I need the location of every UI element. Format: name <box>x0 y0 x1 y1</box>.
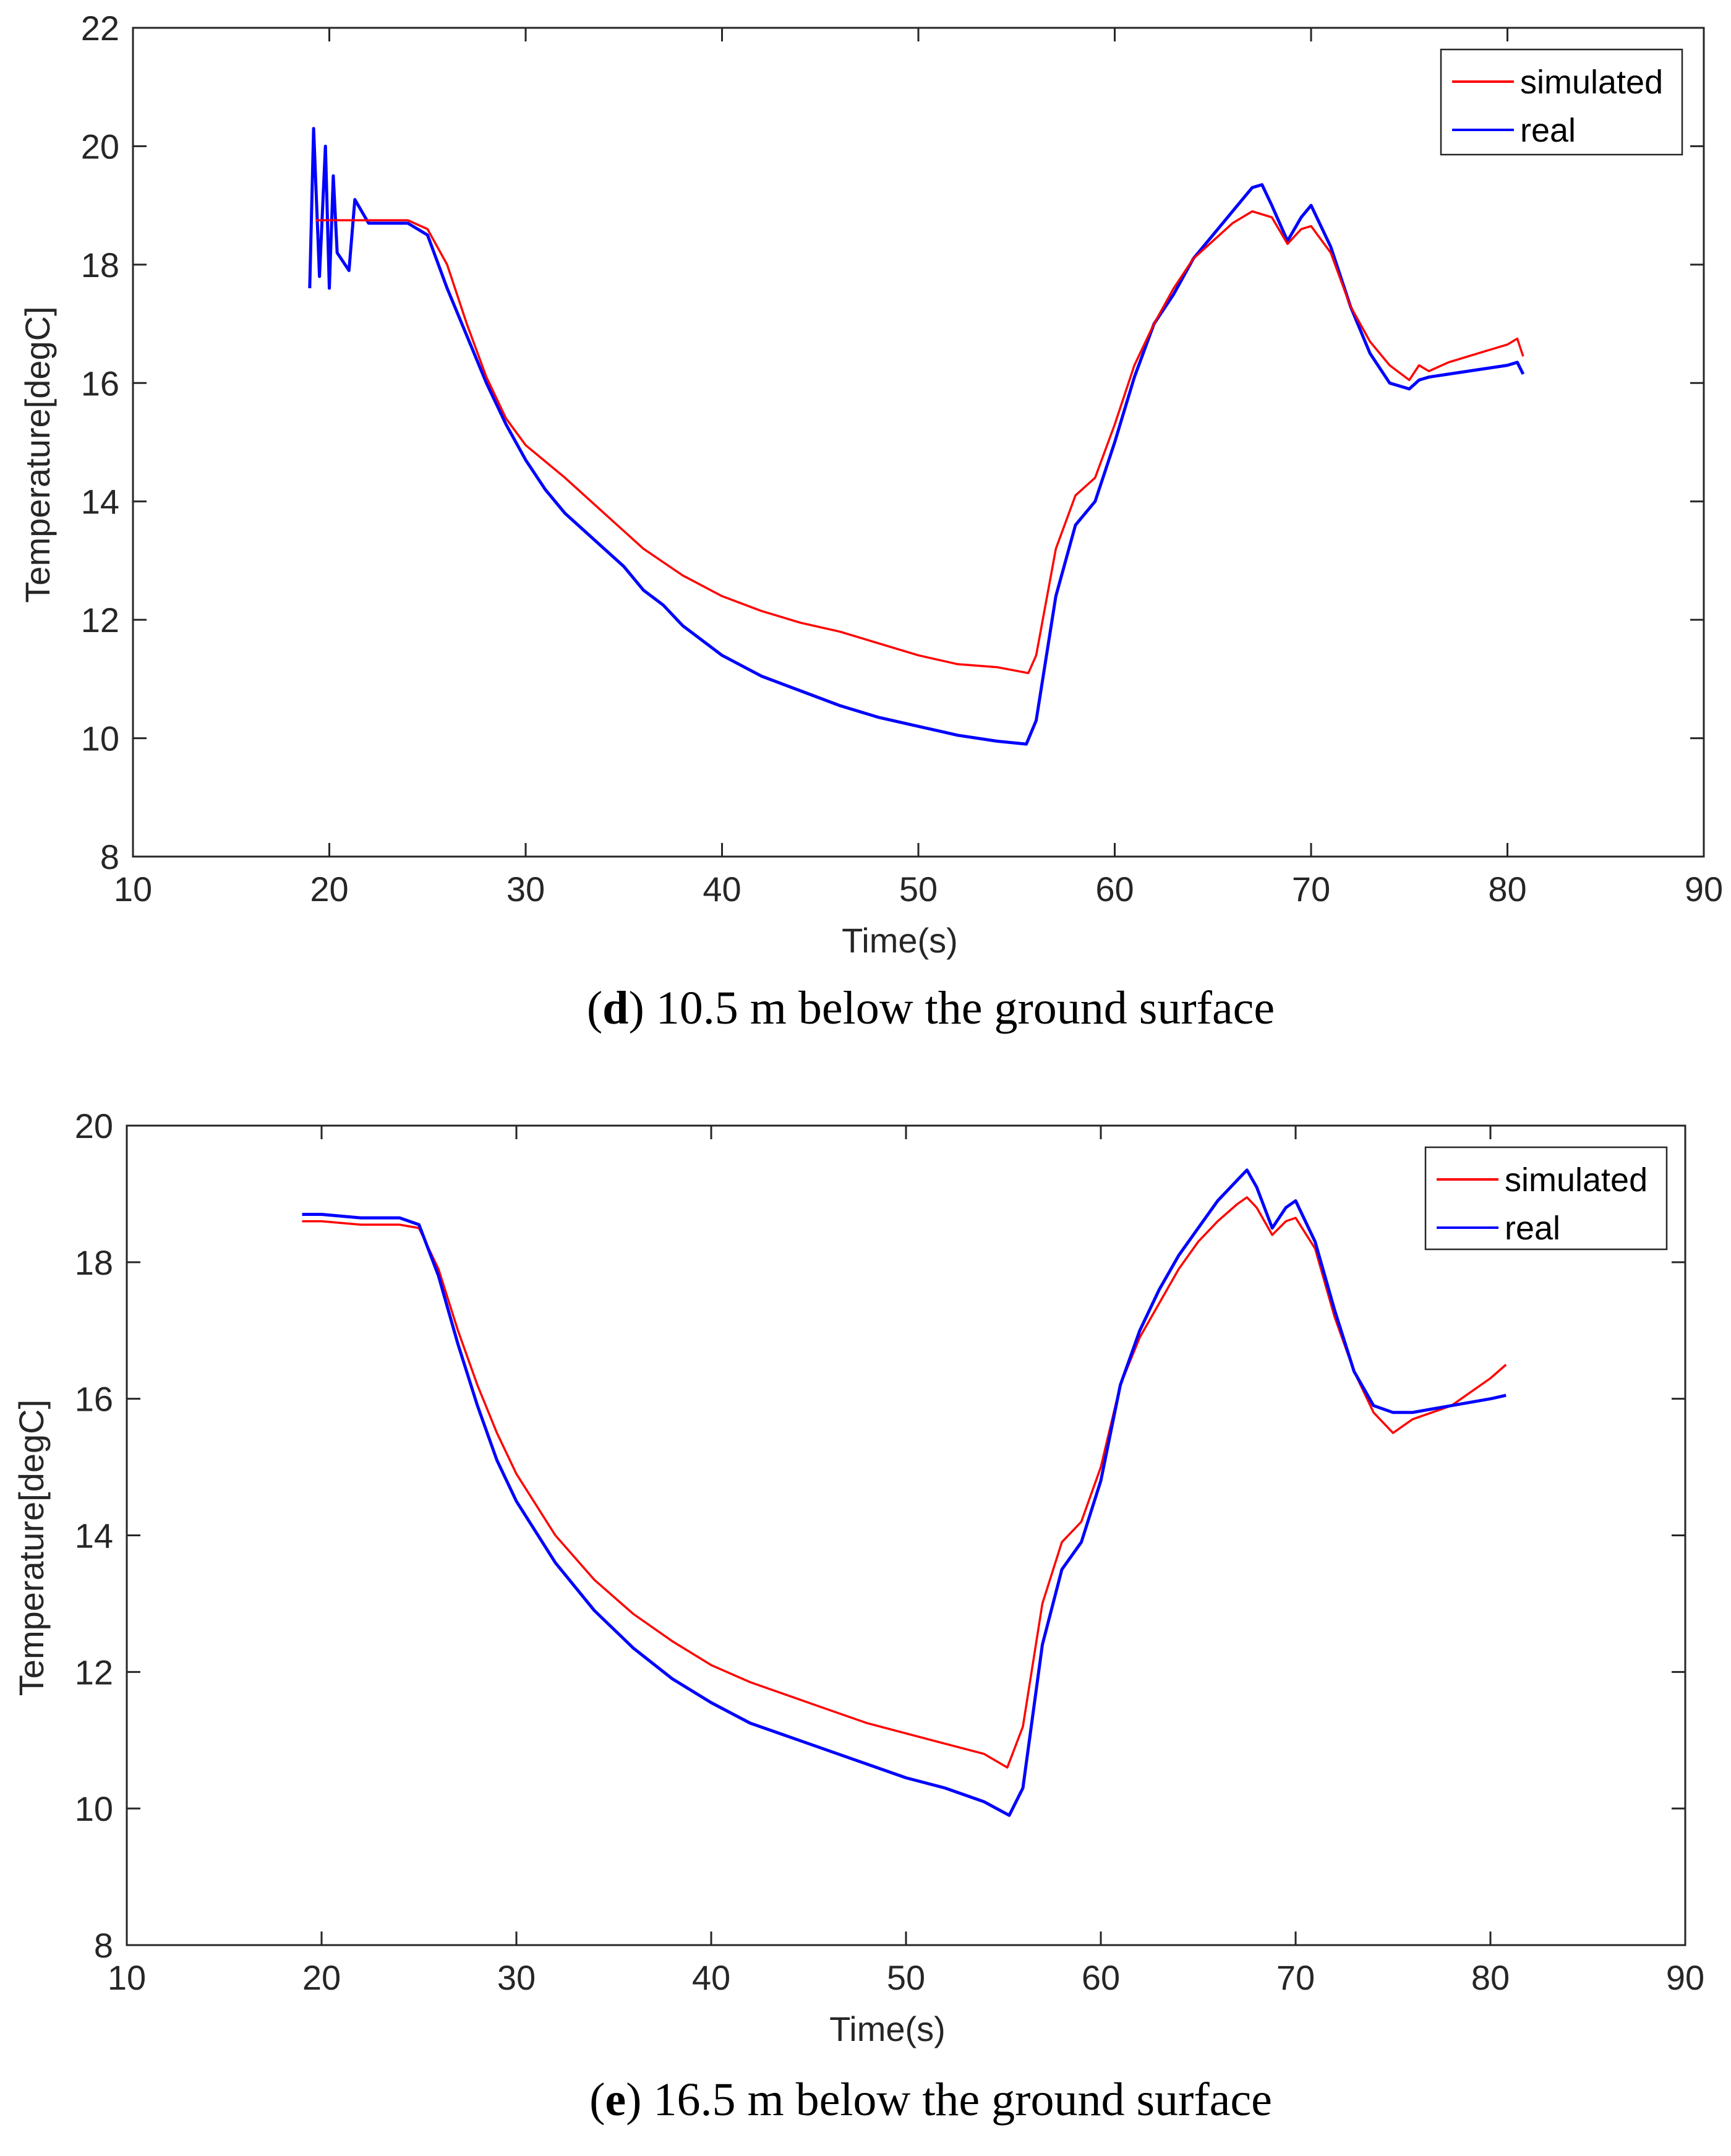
series-line-real <box>302 1168 1507 1817</box>
y-axis-label: Temperature[degC] <box>12 1400 51 1696</box>
figure-caption: (e) 16.5 m below the ground surface <box>589 2074 1272 2126</box>
series-group <box>302 1168 1507 1817</box>
caption-text: 16.5 m below the ground surface <box>653 2074 1272 2126</box>
series-group <box>308 127 1525 746</box>
x-tick-label: 50 <box>899 870 938 909</box>
legend: simulated real <box>1424 1146 1668 1251</box>
legend-box <box>1424 1146 1668 1251</box>
x-tick-label: 10 <box>108 1958 146 1997</box>
legend-label-simulated: simulated <box>1505 1161 1648 1199</box>
caption-paren-close: ) <box>628 982 656 1034</box>
x-tick-label: 10 <box>114 870 152 909</box>
caption-paren-open: ( <box>587 982 602 1034</box>
caption-letter: d <box>602 982 628 1034</box>
y-tick-label: 12 <box>81 601 119 640</box>
legend: simulated real <box>1440 48 1683 156</box>
x-axis-label: Time(s) <box>829 2009 946 2048</box>
y-tick-label: 18 <box>75 1243 113 1282</box>
x-tick-label: 60 <box>1082 1958 1120 1997</box>
legend-label-real: real <box>1505 1210 1560 1247</box>
chart-panel-d: 10 20 30 40 50 60 70 80 90810121416182022Time(s)… <box>18 9 1723 1034</box>
y-tick-label: 22 <box>81 9 119 48</box>
series-line-simulated <box>315 210 1524 675</box>
legend-label-simulated: simulated <box>1520 64 1663 101</box>
caption-letter: e <box>605 2074 626 2126</box>
caption-paren-open: ( <box>589 2074 605 2126</box>
x-tick-label: 80 <box>1488 870 1526 909</box>
x-tick-label: 90 <box>1685 870 1723 909</box>
x-tick-label: 40 <box>692 1958 730 1997</box>
y-tick-label: 18 <box>81 246 119 284</box>
y-tick-label: 10 <box>81 719 119 758</box>
x-tick-label: 20 <box>302 1958 341 1997</box>
y-tick-label: 16 <box>81 364 119 403</box>
y-tick-label: 14 <box>75 1516 113 1555</box>
y-tick-label: 12 <box>75 1653 113 1692</box>
figure-caption: (d) 10.5 m below the ground surface <box>587 982 1275 1034</box>
y-axis-label: Temperature[degC] <box>18 306 57 602</box>
legend-box <box>1440 48 1683 156</box>
legend-label-real: real <box>1520 112 1576 149</box>
x-tick-label: 30 <box>506 870 545 909</box>
caption-paren-close: ) <box>626 2074 653 2126</box>
plot-area <box>126 1124 1686 1946</box>
y-tick-label: 8 <box>100 837 119 876</box>
caption-text: 10.5 m below the ground surface <box>656 982 1275 1034</box>
x-tick-label: 90 <box>1666 1958 1704 1997</box>
x-tick-label: 40 <box>703 870 741 909</box>
x-tick-label: 20 <box>310 870 348 909</box>
x-axis-label: Time(s) <box>842 921 958 960</box>
x-tick-label: 70 <box>1292 870 1330 909</box>
x-tick-label: 80 <box>1471 1958 1510 1997</box>
y-tick-label: 14 <box>81 482 119 521</box>
x-tick-label: 60 <box>1095 870 1134 909</box>
y-tick-label: 10 <box>75 1789 113 1828</box>
y-tick-label: 20 <box>75 1106 113 1145</box>
plot-area <box>132 27 1705 858</box>
x-tick-label: 50 <box>887 1958 925 1997</box>
chart-panel-e: 10 20 30 40 50 60 70 80 908101214161820Time(s)Te… <box>12 1106 1704 2126</box>
x-tick-label: 30 <box>497 1958 536 1997</box>
x-tick-label: 70 <box>1276 1958 1315 1997</box>
y-tick-label: 16 <box>75 1380 113 1419</box>
y-tick-label: 8 <box>94 1926 113 1965</box>
series-line-real <box>308 127 1525 746</box>
y-tick-label: 20 <box>81 127 119 166</box>
